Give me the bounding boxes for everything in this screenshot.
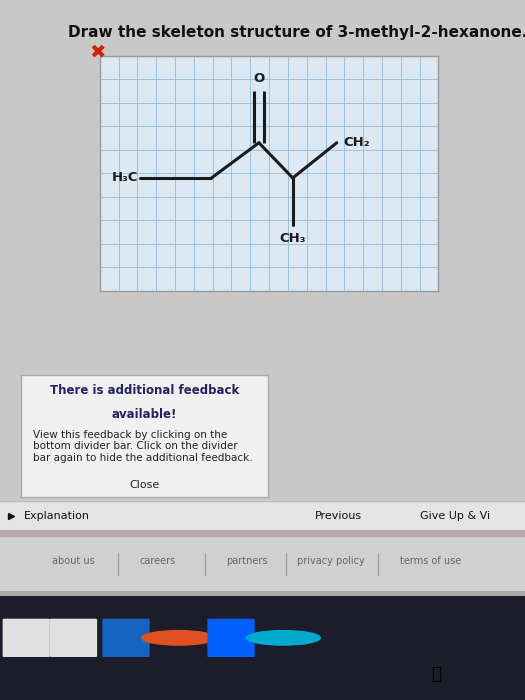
Text: CH₂: CH₂ [343,136,370,149]
Text: Give Up & Vi: Give Up & Vi [420,511,490,521]
Text: careers: careers [139,556,176,566]
Text: O: O [253,72,265,85]
Text: Close: Close [129,480,160,490]
FancyBboxPatch shape [207,619,255,657]
Text: Previous: Previous [315,511,362,521]
FancyBboxPatch shape [3,619,50,657]
Circle shape [247,631,320,645]
FancyBboxPatch shape [102,619,150,657]
Text: available!: available! [112,407,177,421]
Text: CH₃: CH₃ [279,232,306,245]
Text: Explanation: Explanation [24,511,90,521]
Text: H₃C: H₃C [112,172,139,184]
Text: Draw the skeleton structure of 3-methyl-2-hexanone.: Draw the skeleton structure of 3-methyl-… [68,25,525,39]
Text: privacy policy: privacy policy [297,556,365,566]
Text: 👆: 👆 [430,665,441,683]
Circle shape [142,631,215,645]
Text: There is additional feedback: There is additional feedback [50,384,239,398]
Text: about us: about us [52,556,95,566]
FancyBboxPatch shape [50,619,97,657]
Text: partners: partners [226,556,268,566]
Text: View this feedback by clicking on the
bottom divider bar. Click on the divider
b: View this feedback by clicking on the bo… [34,430,253,463]
Text: terms of use: terms of use [400,556,461,566]
Text: ✖: ✖ [89,42,106,62]
